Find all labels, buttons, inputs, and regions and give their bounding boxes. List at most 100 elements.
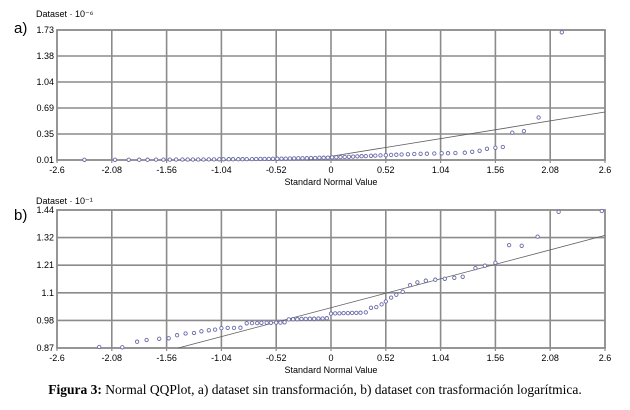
data-point (120, 345, 125, 350)
x-axis-title: Standard Normal Value (285, 365, 378, 375)
data-point (97, 344, 102, 350)
data-point (167, 157, 172, 162)
data-point (268, 320, 274, 325)
figure-caption: Figura 3: Normal QQPlot, a) dataset sin … (0, 382, 630, 398)
data-point (153, 157, 159, 162)
data-point (274, 320, 279, 325)
data-point (399, 152, 404, 157)
data-point (388, 152, 394, 158)
data-point (379, 302, 384, 307)
data-point (317, 155, 322, 160)
data-point (238, 325, 243, 330)
reference-line (178, 235, 606, 349)
panel-label: a) (14, 20, 27, 37)
x-tick-label: -1.56 (156, 165, 177, 175)
y-tick-label: 1.44 (36, 205, 54, 215)
data-point (445, 151, 451, 156)
y-tick-label: 0.69 (36, 103, 54, 113)
x-tick-label: 0.52 (377, 353, 395, 363)
data-point (282, 320, 287, 325)
data-point (231, 325, 237, 331)
data-point (190, 157, 196, 162)
x-tick-label: 0 (328, 353, 333, 363)
data-point (424, 151, 430, 156)
reference-line (308, 111, 606, 161)
data-point (470, 149, 475, 154)
data-point (199, 329, 204, 334)
data-point (244, 156, 249, 162)
data-point (328, 311, 334, 316)
data-point (415, 280, 420, 285)
data-point (180, 157, 185, 162)
caption-label: Figura 3: (48, 382, 102, 397)
caption-text: Normal QQPlot, a) dataset sin transforma… (101, 382, 582, 397)
data-point (373, 153, 378, 158)
x-tick-label: 2.6 (599, 165, 612, 175)
data-point (225, 325, 230, 331)
data-point (325, 155, 330, 160)
data-point (259, 320, 264, 325)
data-point (221, 157, 226, 162)
data-point (334, 155, 339, 160)
data-point (341, 310, 346, 316)
x-tick-label: -2.6 (49, 165, 65, 175)
data-point (321, 155, 326, 160)
data-point (442, 276, 447, 281)
data-point (211, 157, 217, 162)
x-tick-label: 0 (328, 165, 333, 175)
x-tick-label: 1.56 (487, 165, 505, 175)
data-point (258, 156, 263, 162)
data-point (174, 333, 180, 338)
data-point (418, 151, 423, 156)
x-tick-label: 1.04 (432, 165, 450, 175)
data-point (506, 242, 512, 248)
data-point (350, 154, 356, 159)
data-point (112, 157, 118, 162)
data-point (439, 151, 444, 156)
data-point (308, 155, 314, 161)
data-point (212, 327, 218, 332)
data-point (311, 316, 317, 321)
data-point (460, 274, 465, 279)
data-point (453, 150, 458, 156)
data-point (191, 330, 197, 336)
panel-label: b) (14, 207, 27, 224)
x-tick-label: 2.6 (599, 353, 612, 363)
data-point (337, 311, 342, 316)
data-point (394, 292, 399, 297)
y-tick-label: 1.73 (36, 25, 54, 35)
x-tick-label: -2.08 (102, 165, 123, 175)
x-tick-label: -2.08 (102, 353, 123, 363)
data-point (493, 260, 498, 265)
data-point (303, 316, 308, 322)
data-point (338, 154, 343, 160)
data-point (166, 336, 171, 341)
data-point (432, 151, 437, 156)
y-tick-label: 1.04 (36, 77, 54, 87)
data-point (137, 157, 142, 162)
data-point (349, 310, 355, 316)
data-point (473, 265, 478, 271)
x-tick-label: -0.52 (266, 165, 287, 175)
data-point (405, 152, 411, 157)
data-point (493, 145, 498, 150)
data-point (185, 157, 190, 162)
data-point (394, 152, 399, 157)
data-point (264, 320, 269, 325)
data-point (378, 153, 383, 158)
data-point (249, 320, 255, 326)
data-point (316, 316, 321, 321)
y-tick-label: 1.1 (41, 288, 54, 298)
data-point (536, 115, 541, 120)
data-point (201, 157, 206, 162)
data-point (510, 130, 515, 135)
data-point (484, 146, 490, 151)
data-point (535, 234, 540, 239)
data-point (462, 150, 467, 155)
data-point (383, 153, 388, 158)
data-point (226, 157, 231, 162)
y-axis-title: Dataset · 10⁻¹ (36, 196, 93, 206)
data-point (358, 310, 363, 315)
data-point (423, 278, 428, 283)
